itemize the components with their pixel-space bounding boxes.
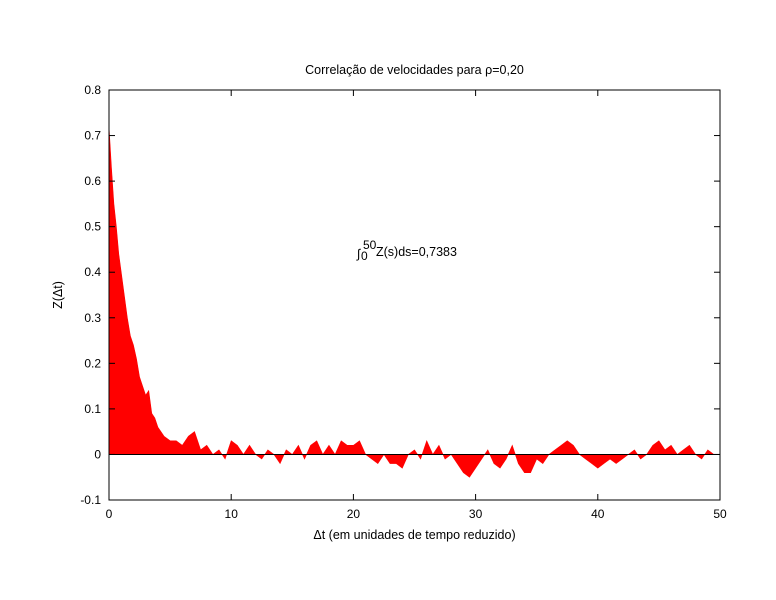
y-tick-label: 0.6: [84, 174, 101, 188]
y-tick-label: 0.5: [84, 220, 101, 234]
correlation-area: [108, 126, 720, 478]
y-tick-label: 0.2: [84, 356, 101, 370]
y-tick-label: 0: [94, 447, 101, 461]
x-axis-label: Δt (em unidades de tempo reduzido): [313, 528, 515, 542]
y-tick-label: 0.7: [84, 129, 101, 143]
x-tick-label: 50: [713, 507, 727, 521]
y-ticks: -0.1 0 0.1 0.2 0.3 0.4 0.5 0.6 0.7 0.8: [80, 83, 720, 507]
data-area-layer: [108, 126, 720, 478]
y-tick-label: 0.4: [84, 265, 101, 279]
integral-upper-limit: 50: [363, 238, 377, 252]
integral-symbol: ∫: [356, 247, 361, 261]
plot-frame: [108, 89, 721, 501]
chart-title: Correlação de velocidades para ρ=0,20: [305, 63, 524, 77]
y-tick-label: 0.1: [84, 402, 101, 416]
y-tick-label: -0.1: [80, 493, 101, 507]
integral-annotation: ∫ 50 0 Z(s)ds=0,7383: [356, 238, 457, 263]
integral-value-text: Z(s)ds=0,7383: [376, 245, 457, 259]
x-tick-label: 0: [106, 507, 113, 521]
y-tick-label: 0.8: [84, 83, 101, 97]
x-tick-label: 30: [469, 507, 483, 521]
x-tick-label: 20: [347, 507, 361, 521]
x-tick-label: 40: [591, 507, 605, 521]
x-ticks: 0 10 20 30 40 50: [106, 90, 727, 521]
y-tick-label: 0.3: [84, 311, 101, 325]
y-axis-label: Z(Δt): [51, 281, 65, 309]
x-tick-label: 10: [225, 507, 239, 521]
integral-lower-limit: 0: [361, 249, 368, 263]
